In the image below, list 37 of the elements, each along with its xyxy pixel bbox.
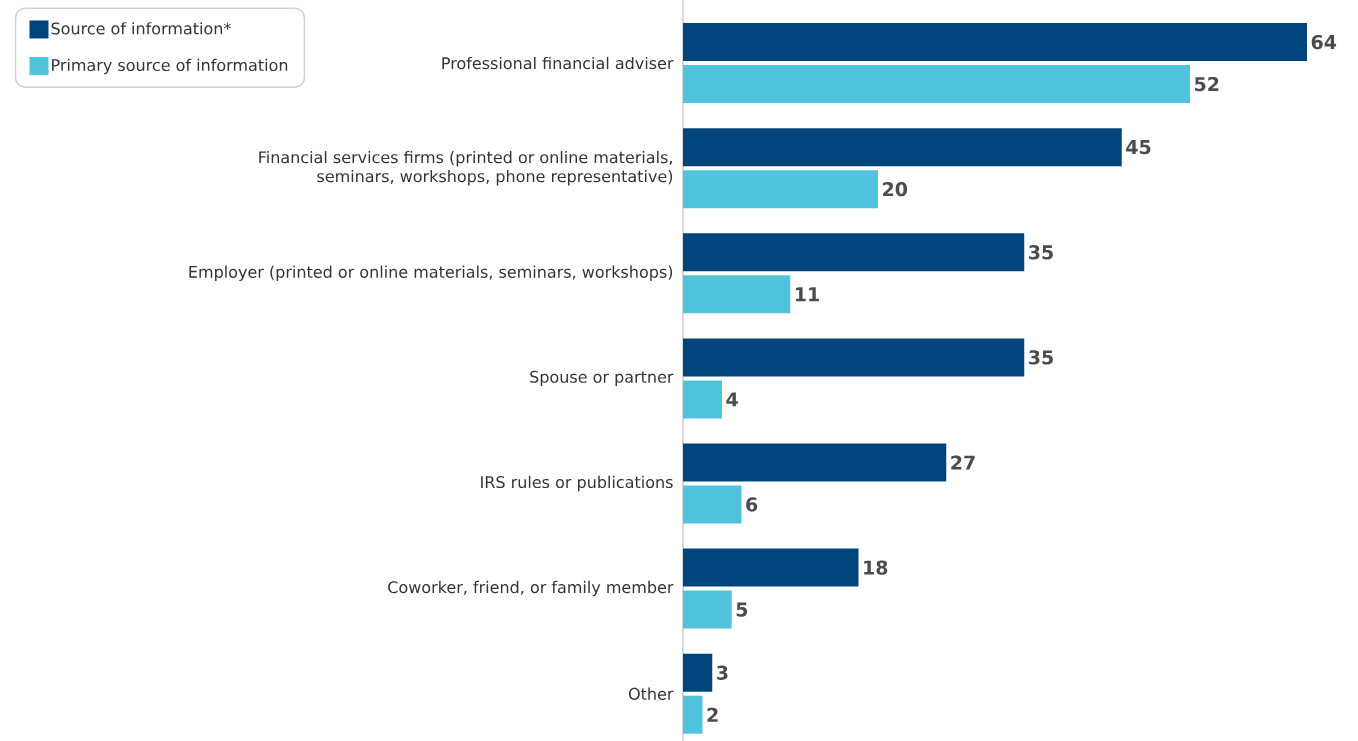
bar <box>683 380 722 419</box>
data-label: 2 <box>707 707 718 722</box>
bar <box>683 275 791 314</box>
bar <box>683 23 1307 62</box>
bar <box>683 338 1025 377</box>
bar <box>683 485 742 524</box>
y-tick-label: Financial services firms (printed or online materials, seminars, workshops, phone representative) <box>259 150 673 186</box>
data-label: 20 <box>883 181 908 197</box>
bar <box>683 128 1122 167</box>
bar <box>683 653 713 692</box>
bar <box>683 695 703 734</box>
data-label: 3 <box>717 665 728 680</box>
data-label: 27 <box>951 455 975 470</box>
legend-label: Source of information* <box>51 22 231 35</box>
bar <box>683 233 1025 272</box>
bar <box>683 65 1190 104</box>
bar <box>683 443 947 482</box>
y-tick-label: Coworker, friend, or family member <box>388 580 674 597</box>
bar <box>683 170 878 209</box>
data-label: 64 <box>1311 34 1337 50</box>
data-label: 18 <box>864 560 888 575</box>
legend-label: Primary source of information <box>52 58 288 75</box>
bar <box>683 590 732 629</box>
y-tick-label: Spouse or partner <box>530 370 674 386</box>
y-tick-label: Other <box>628 687 674 700</box>
y-tick-label: Employer (printed or online materials, seminars, workshops) <box>189 265 673 282</box>
y-tick-label: IRS rules or publications <box>481 475 673 492</box>
data-label: 52 <box>1194 76 1219 92</box>
data-label: 6 <box>746 497 758 512</box>
data-label: 4 <box>726 392 738 407</box>
data-label: 45 <box>1126 140 1151 155</box>
y-tick-label: Professional financial adviser <box>442 56 674 70</box>
data-label: 11 <box>795 287 819 302</box>
data-label: 35 <box>1029 350 1053 365</box>
bar <box>683 548 859 587</box>
data-label: 35 <box>1029 245 1053 260</box>
data-label: 5 <box>736 602 748 617</box>
